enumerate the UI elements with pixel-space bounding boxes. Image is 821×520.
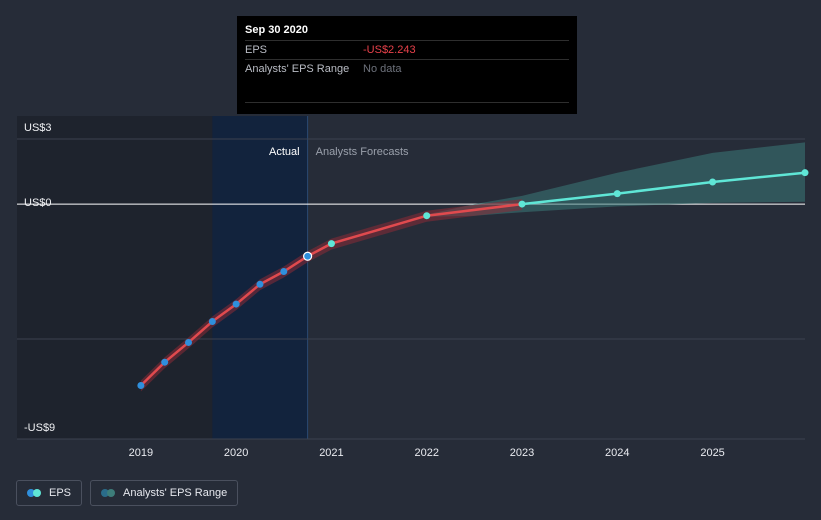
forecast-region-label: Analysts Forecasts xyxy=(316,146,409,158)
tooltip-divider xyxy=(245,102,569,103)
eps-actual-point xyxy=(185,338,193,346)
y-tick-label: US$0 xyxy=(24,197,52,209)
eps-actual-point xyxy=(137,381,145,389)
eps-legend-icon xyxy=(27,489,43,497)
tooltip-range-label: Analysts' EPS Range xyxy=(245,63,350,75)
legend-range-button[interactable]: Analysts' EPS Range xyxy=(90,480,239,506)
tooltip-row-eps: EPS -US$2.243 xyxy=(245,40,569,59)
highlight-region xyxy=(212,116,308,439)
x-tick-label: 2021 xyxy=(319,447,343,459)
eps-forecast-point xyxy=(327,240,335,248)
x-tick-label: 2024 xyxy=(605,447,629,459)
eps-actual-point xyxy=(303,251,313,261)
x-tick-label: 2022 xyxy=(414,447,438,459)
legend-eps-button[interactable]: EPS xyxy=(16,480,83,506)
tooltip-date: Sep 30 2020 xyxy=(245,24,308,36)
range-legend-icon xyxy=(101,489,117,497)
eps-range-band xyxy=(426,142,805,217)
eps-actual-point xyxy=(208,318,216,326)
y-tick-label: -US$9 xyxy=(24,422,55,434)
eps-forecast-point xyxy=(801,169,809,177)
x-tick-label: 2025 xyxy=(700,447,724,459)
tooltip-row-range: Analysts' EPS Range No data xyxy=(245,59,569,78)
tooltip-range-value: No data xyxy=(363,63,402,75)
eps-forecast-line xyxy=(521,171,806,206)
eps-actual-point xyxy=(280,268,288,276)
x-tick-label: 2023 xyxy=(510,447,534,459)
tooltip-eps-value: -US$2.243 xyxy=(363,44,416,56)
actual-region-label: Actual xyxy=(269,146,300,158)
x-tick-label: 2019 xyxy=(129,447,153,459)
legend-range-label: Analysts' EPS Range xyxy=(123,487,228,499)
eps-forecast-point xyxy=(423,212,431,220)
y-tick-label: US$3 xyxy=(24,122,52,134)
eps-forecast-point xyxy=(613,190,621,198)
eps-actual-point xyxy=(256,280,264,288)
eps-actual-point xyxy=(161,358,169,366)
legend-eps-label: EPS xyxy=(49,487,72,499)
x-tick-label: 2020 xyxy=(224,447,248,459)
eps-tooltip: Sep 30 2020 EPS -US$2.243 Analysts' EPS … xyxy=(237,16,577,114)
tooltip-eps-label: EPS xyxy=(245,44,268,56)
eps-actual-point xyxy=(232,300,240,308)
chart-legend: EPS Analysts' EPS Range xyxy=(16,480,239,506)
eps-forecast-point xyxy=(518,200,526,208)
eps-forecast-point xyxy=(709,178,717,186)
